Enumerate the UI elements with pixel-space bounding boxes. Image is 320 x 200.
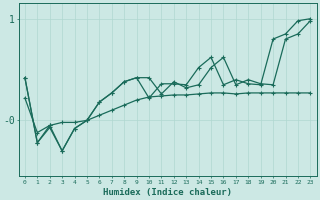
X-axis label: Humidex (Indice chaleur): Humidex (Indice chaleur) (103, 188, 232, 197)
